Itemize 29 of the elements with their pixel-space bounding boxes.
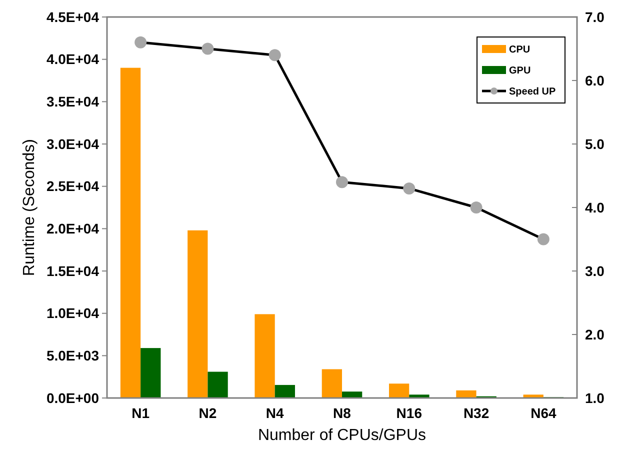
x-tick-label: N2 xyxy=(198,405,217,421)
legend-label: Speed UP xyxy=(509,86,556,98)
y-tick-label: 4.0E+04 xyxy=(46,51,100,68)
x-tick-label: N16 xyxy=(396,405,422,421)
y-tick-label: 5.0E+03 xyxy=(46,348,100,364)
y-tick-label: 1.5E+04 xyxy=(46,262,100,279)
x-tick-label: N1 xyxy=(132,405,150,421)
y2-tick-label: 6.0 xyxy=(585,72,605,88)
y-tick-label: 4.5E+04 xyxy=(46,8,100,25)
y-tick-label: 3.5E+04 xyxy=(46,94,100,110)
y-tick-label: 2.0E+04 xyxy=(46,220,100,237)
y2-tick-label: 4.0 xyxy=(585,199,605,216)
y2-tick-label: 2.0 xyxy=(585,326,605,342)
x-tick-label: N4 xyxy=(266,405,284,421)
legend-label: GPU xyxy=(509,66,531,76)
y-tick-label: 0.0E+00 xyxy=(46,390,100,406)
x-tick-label: N8 xyxy=(333,405,352,421)
y-tick-label: 3.0E+04 xyxy=(46,136,100,152)
y2-tick-label: 5.0 xyxy=(585,136,605,152)
x-axis-title: Number of CPUs/GPUs xyxy=(258,427,426,444)
legend-label: CPU xyxy=(509,44,530,56)
y-axis-title: Runtime (Seconds) xyxy=(21,139,38,276)
x-tick-label: N64 xyxy=(530,405,556,421)
y2-tick-label: 3.0 xyxy=(585,262,605,279)
y-tick-label: 1.0E+04 xyxy=(46,305,100,322)
y2-tick-label: 7.0 xyxy=(585,8,605,25)
y2-tick-label: 1.0 xyxy=(585,390,605,406)
y-tick-label: 2.5E+04 xyxy=(46,178,100,194)
x-tick-label: N32 xyxy=(463,405,490,421)
